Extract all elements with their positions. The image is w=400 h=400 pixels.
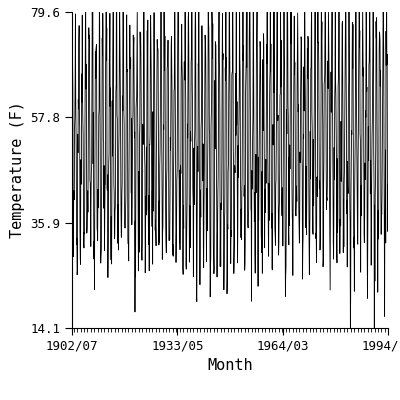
X-axis label: Month: Month	[207, 358, 253, 373]
Y-axis label: Temperature (F): Temperature (F)	[10, 102, 25, 238]
